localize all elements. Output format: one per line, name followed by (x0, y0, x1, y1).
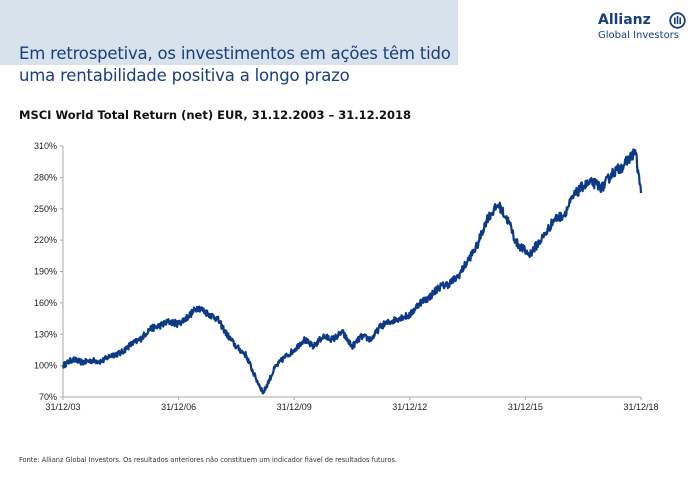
page-title-line-1: Em retrospetiva, os investimentos em açõ… (19, 44, 451, 63)
x-tick-label: 31/12/18 (623, 402, 658, 412)
y-tick-label: 250% (34, 204, 57, 214)
x-tick-label: 31/12/06 (161, 402, 196, 412)
page-title-line-2: uma rentabilidade positiva a longo prazo (19, 66, 350, 85)
series-group (61, 148, 643, 395)
header-band (0, 0, 458, 65)
y-tick-label: 100% (34, 361, 57, 371)
x-tick-label: 31/12/12 (392, 402, 427, 412)
x-tick-label: 31/12/03 (45, 402, 80, 412)
y-tick-label: 310% (34, 141, 57, 151)
allianz-eagle-icon (669, 12, 686, 29)
y-tick-label: 190% (34, 267, 57, 277)
logo-name: Allianz (598, 12, 651, 28)
y-axis: 310% 280% 250% 220% 190% 160% 130% 100% 70% (34, 141, 64, 402)
y-tick-label: 160% (34, 298, 57, 308)
line-chart: 310% 280% 250% 220% 190% 160% 130% 100% 70% 31/1… (34, 141, 659, 412)
logo-subtitle: Global Investors (598, 30, 680, 41)
y-tick-label: 280% (34, 172, 57, 182)
page-title: Em retrospetiva, os investimentos em açõ… (19, 43, 451, 87)
series-line (61, 148, 643, 395)
chart-title: MSCI World Total Return (net) EUR, 31.12… (19, 108, 411, 122)
y-tick-label: 220% (34, 235, 57, 245)
x-axis: 31/12/03 31/12/06 31/12/09 31/12/12 31/12/15… (45, 396, 659, 412)
x-tick-label: 31/12/15 (508, 402, 543, 412)
x-tick-label: 31/12/09 (277, 402, 312, 412)
y-tick-label: 70% (39, 392, 57, 402)
source-footnote: Fonte: Allianz Global Investors. Os resu… (19, 456, 397, 464)
y-tick-label: 130% (34, 329, 57, 339)
allianz-logo: Allianz Global Investors (598, 12, 688, 42)
